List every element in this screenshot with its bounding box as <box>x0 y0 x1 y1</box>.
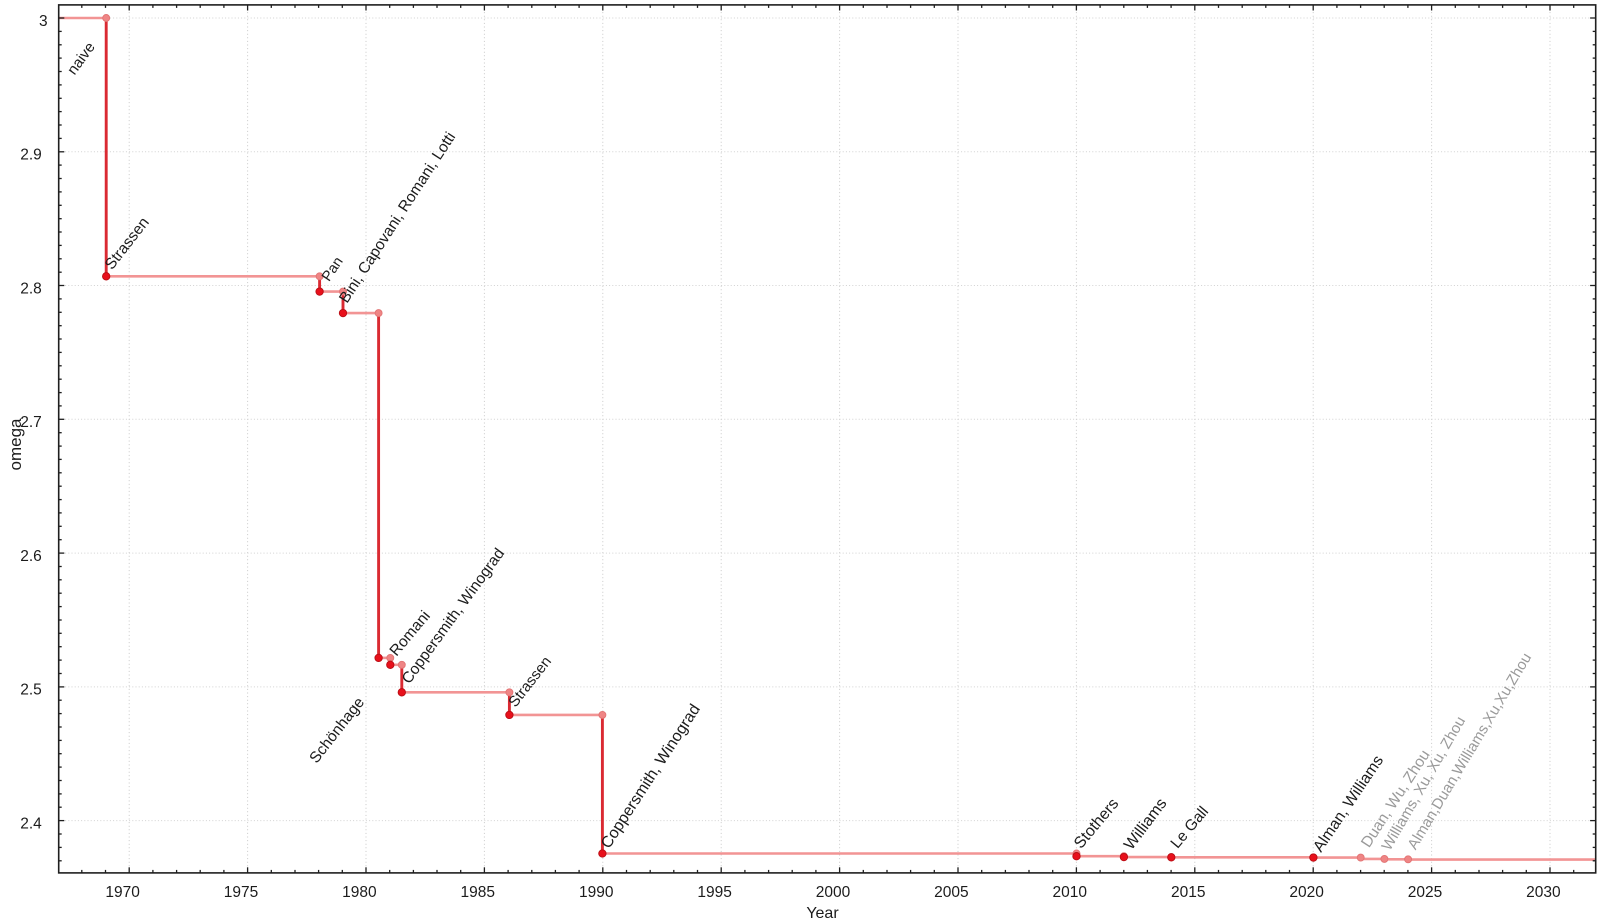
svg-text:1975: 1975 <box>224 884 258 901</box>
svg-text:Bini, Capovani, Romani, Lotti: Bini, Capovani, Romani, Lotti <box>336 129 459 306</box>
svg-text:2025: 2025 <box>1408 884 1442 901</box>
svg-text:Schönhage: Schönhage <box>306 694 368 766</box>
svg-text:2.6: 2.6 <box>20 548 42 565</box>
svg-text:1970: 1970 <box>105 884 140 901</box>
svg-text:Williams: Williams <box>1121 795 1170 853</box>
svg-text:2.7: 2.7 <box>20 414 42 431</box>
svg-text:2020: 2020 <box>1289 884 1324 901</box>
svg-text:Strassen: Strassen <box>505 653 555 710</box>
svg-text:Year: Year <box>806 905 839 920</box>
svg-text:2.4: 2.4 <box>20 815 42 832</box>
svg-text:2000: 2000 <box>816 884 851 901</box>
svg-text:Le Gall: Le Gall <box>1168 803 1213 852</box>
svg-text:1980: 1980 <box>342 884 377 901</box>
svg-text:1990: 1990 <box>579 884 614 901</box>
svg-text:omega: omega <box>6 418 25 471</box>
svg-text:2010: 2010 <box>1053 884 1088 901</box>
svg-text:1985: 1985 <box>461 884 495 901</box>
svg-text:2.5: 2.5 <box>20 682 42 699</box>
svg-text:2.9: 2.9 <box>20 147 42 164</box>
svg-text:Pan: Pan <box>319 254 347 284</box>
svg-text:1995: 1995 <box>697 884 731 901</box>
svg-text:Stothers: Stothers <box>1071 795 1122 852</box>
svg-text:2005: 2005 <box>934 884 968 901</box>
svg-text:3: 3 <box>39 13 48 30</box>
svg-text:naive: naive <box>64 39 99 78</box>
svg-text:2.8: 2.8 <box>20 280 42 297</box>
svg-text:Coppersmith, Winograd: Coppersmith, Winograd <box>598 701 704 851</box>
svg-text:Strassen: Strassen <box>102 214 153 273</box>
svg-text:2015: 2015 <box>1171 884 1205 901</box>
svg-text:2030: 2030 <box>1526 884 1561 901</box>
